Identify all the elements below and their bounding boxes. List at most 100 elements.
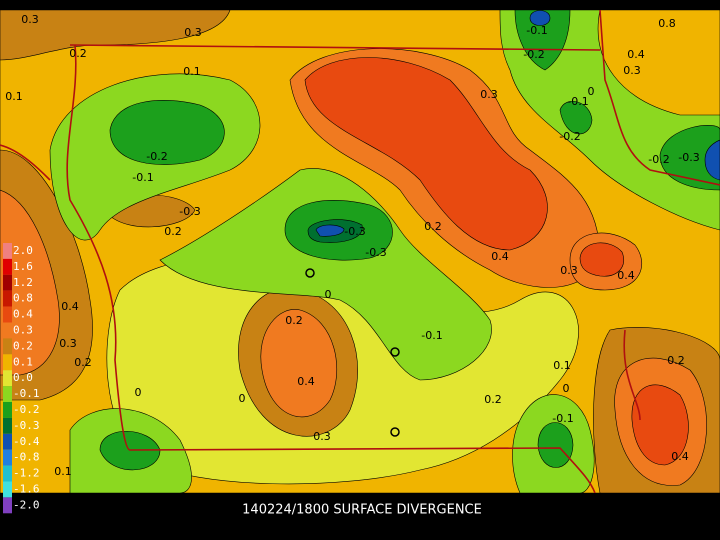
legend-swatch bbox=[3, 274, 12, 291]
contour-label: 0.2 bbox=[285, 314, 303, 327]
contour-label: 0.3 bbox=[480, 88, 498, 101]
legend-label: -2.0 bbox=[13, 498, 40, 511]
contour-label: 0.3 bbox=[21, 13, 39, 26]
contour-labels: 0.30.30.20.10.1-0.2-0.1-0.30.2 -0.3-0.30.… bbox=[5, 13, 699, 478]
contour-region bbox=[260, 309, 337, 417]
legend-swatch bbox=[3, 290, 12, 307]
contour-label: 0.4 bbox=[617, 269, 635, 282]
contour-region bbox=[304, 57, 548, 251]
border bbox=[623, 329, 641, 421]
legend-swatch bbox=[3, 497, 12, 514]
contour-region bbox=[315, 224, 345, 237]
contour-region bbox=[109, 100, 225, 165]
contour-label: -0.1 bbox=[526, 24, 547, 37]
legend-swatch bbox=[3, 243, 12, 259]
stations bbox=[305, 268, 400, 437]
legend-label: 2.0 bbox=[13, 244, 33, 257]
station bbox=[390, 427, 400, 437]
contour-label: -0.3 bbox=[179, 205, 200, 218]
contour-label: 0.2 bbox=[484, 393, 502, 406]
legend-swatch bbox=[3, 354, 12, 371]
contour-region bbox=[514, 9, 571, 71]
station bbox=[390, 347, 400, 357]
legend-swatch bbox=[3, 258, 12, 275]
contour-label: 0.4 bbox=[491, 250, 509, 263]
legend-label: 1.2 bbox=[13, 276, 33, 289]
legend-label: 0.0 bbox=[13, 371, 33, 384]
contour-region bbox=[631, 384, 689, 466]
bottom-bar bbox=[0, 493, 720, 540]
contour-label: 0.1 bbox=[183, 65, 201, 78]
contour-label: -0.1 bbox=[552, 412, 573, 425]
contour-label: -0.2 bbox=[523, 48, 544, 61]
contour-label: -0.1 bbox=[132, 171, 153, 184]
contour-region bbox=[704, 139, 720, 181]
station bbox=[305, 268, 315, 278]
legend-label: 0.2 bbox=[13, 339, 33, 352]
legend-swatch bbox=[3, 338, 12, 355]
contour-label: -0.2 bbox=[559, 130, 580, 143]
contour-region bbox=[159, 168, 492, 381]
caption: 140224/1800 SURFACE DIVERGENCE bbox=[242, 503, 482, 518]
contour-label: -0.2 bbox=[146, 150, 167, 163]
legend: 2.0 1.6 1.2 0.8 0.4 0.3 0.2 0.1 0.0 -0.1 -0.2 -0.3 -… bbox=[3, 243, 40, 514]
contour-label: 0 bbox=[563, 382, 570, 395]
legend-label: 0.1 bbox=[13, 355, 33, 368]
contour-label: 0.3 bbox=[560, 264, 578, 277]
contour-label: 0 bbox=[325, 288, 332, 301]
contour-label: 0 bbox=[588, 85, 595, 98]
legend-label: -1.6 bbox=[13, 482, 40, 495]
contour-label: 0 bbox=[239, 392, 246, 405]
top-bar bbox=[0, 0, 720, 10]
border bbox=[599, 9, 720, 186]
contour-label: 0.2 bbox=[164, 225, 182, 238]
contour-label: -0.1 bbox=[421, 329, 442, 342]
contour-label: 0.2 bbox=[74, 356, 92, 369]
contour-label: 0.1 bbox=[54, 465, 72, 478]
contour-label: -0.2 bbox=[648, 153, 669, 166]
legend-swatch bbox=[3, 417, 12, 434]
contour-region bbox=[559, 101, 593, 135]
state-borders bbox=[0, 9, 720, 494]
legend-label: 0.3 bbox=[13, 323, 33, 336]
contour-label: 0.4 bbox=[671, 450, 689, 463]
legend-label: -0.1 bbox=[13, 387, 40, 400]
legend-swatch bbox=[3, 465, 12, 482]
contour-label: 0.8 bbox=[658, 17, 676, 30]
contour-fills bbox=[0, 9, 720, 494]
contour-label: 0.4 bbox=[61, 300, 79, 313]
contour-label: 0.2 bbox=[424, 220, 442, 233]
contour-label: 0 bbox=[135, 386, 142, 399]
contour-region bbox=[529, 10, 551, 26]
contour-region bbox=[0, 189, 60, 376]
legend-swatch bbox=[3, 433, 12, 450]
legend-swatch bbox=[3, 449, 12, 466]
contour-region bbox=[537, 422, 574, 468]
legend-label: -0.8 bbox=[13, 451, 40, 464]
legend-label: -0.4 bbox=[13, 435, 40, 448]
contour-label: 0.4 bbox=[297, 375, 315, 388]
contour-label: 0.3 bbox=[623, 64, 641, 77]
contour-label: 0.3 bbox=[59, 337, 77, 350]
legend-swatch bbox=[3, 402, 12, 418]
border bbox=[69, 44, 601, 51]
contour-label: 0.2 bbox=[667, 354, 685, 367]
contour-label: 0.3 bbox=[313, 430, 331, 443]
contour-label: -0.1 bbox=[567, 95, 588, 108]
legend-label: 0.4 bbox=[13, 308, 33, 321]
border bbox=[66, 44, 596, 494]
contour-label: 0.1 bbox=[5, 90, 23, 103]
legend-swatch bbox=[3, 306, 12, 323]
contour-label: -0.3 bbox=[678, 151, 699, 164]
contour-label: 0.2 bbox=[69, 47, 87, 60]
legend-swatch bbox=[3, 481, 12, 498]
legend-label: 1.6 bbox=[13, 260, 33, 273]
contour-label: -0.3 bbox=[344, 225, 365, 238]
contour-label: 0.1 bbox=[553, 359, 571, 372]
legend-label: -1.2 bbox=[13, 467, 40, 480]
legend-label: 0.8 bbox=[13, 292, 33, 305]
legend-label: -0.3 bbox=[13, 419, 40, 432]
legend-swatch bbox=[3, 386, 12, 402]
contour-label: -0.3 bbox=[365, 246, 386, 259]
